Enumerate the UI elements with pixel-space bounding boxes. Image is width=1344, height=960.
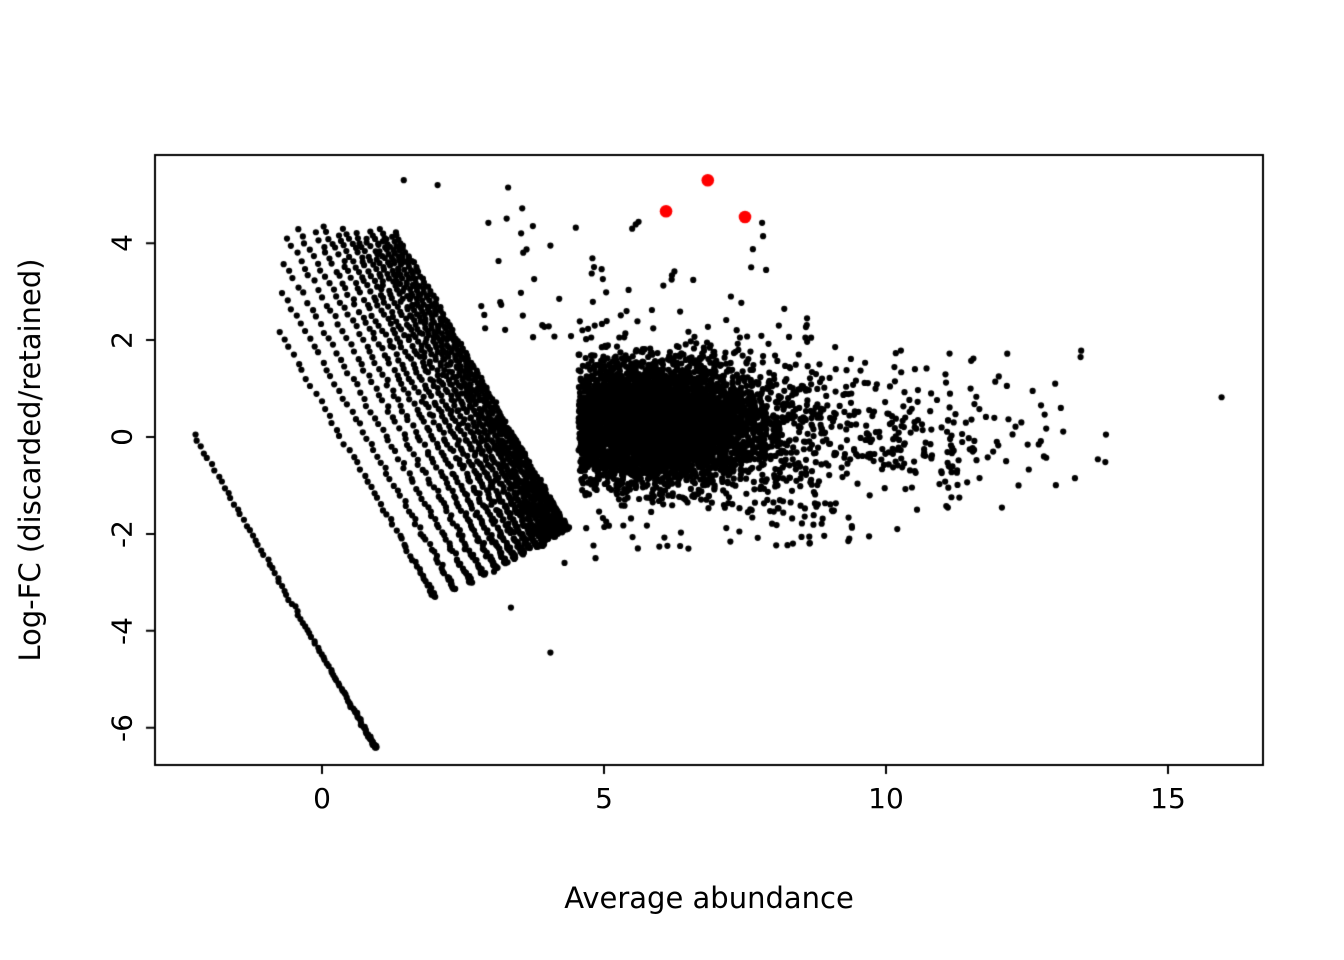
y-tick-label: 4 (105, 234, 139, 253)
y-tick-label: -6 (105, 713, 139, 742)
x-tick-label: 0 (313, 782, 331, 815)
y-tick-label: -4 (105, 616, 139, 645)
x-tick-label: 10 (868, 782, 904, 815)
y-tick-label: 0 (105, 428, 139, 446)
y-axis-title: Log-FC (discarded/retained) (13, 258, 47, 662)
y-tick-label: 2 (105, 331, 139, 350)
x-tick-label: 15 (1150, 782, 1186, 815)
x-tick-label: 5 (595, 782, 613, 815)
x-axis-title: Average abundance (564, 881, 854, 915)
y-tick-label: -2 (105, 519, 139, 548)
